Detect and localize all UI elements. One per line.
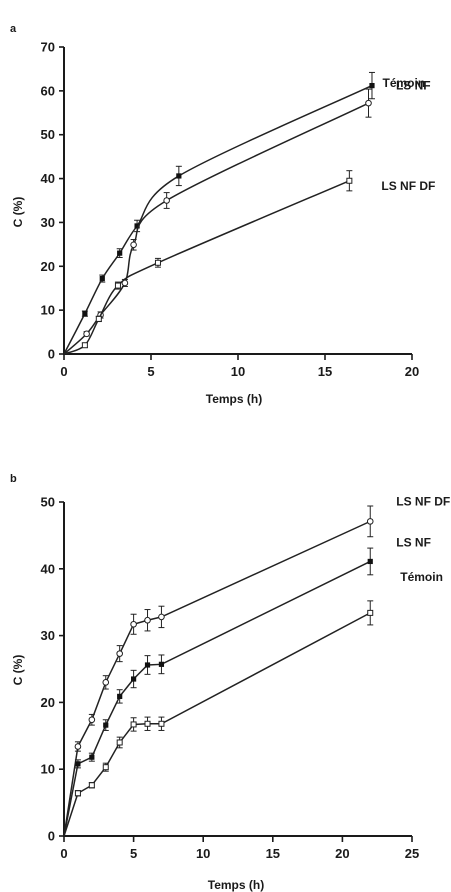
x-tick-label-b-15: 15 xyxy=(266,846,280,861)
data-point xyxy=(130,620,137,628)
x-tick-label-a-0: 0 xyxy=(60,364,67,379)
data-point xyxy=(114,282,121,289)
series-a-ls-nf: LS NF xyxy=(63,71,431,355)
y-tick-label-a-20: 20 xyxy=(41,259,55,274)
series-label-a-temoin: Témoin xyxy=(383,76,426,90)
series-label-a-ls-nf: LS NF xyxy=(396,79,431,93)
y-tick-label-a-0: 0 xyxy=(48,347,55,362)
series-line-a-ls-nf xyxy=(63,84,373,355)
series-b-ls-nf: LS NF xyxy=(63,535,431,837)
series-b-temoin: Témoin xyxy=(63,570,443,837)
data-point xyxy=(88,782,95,789)
data-point xyxy=(116,650,123,657)
x-tick-label-a-20: 20 xyxy=(405,364,419,379)
x-tick-label-a-10: 10 xyxy=(231,364,245,379)
data-point xyxy=(95,315,102,322)
chart-panel-b: b C (%) Temps (h) 0 10 20 30 40 50 0 5 10 15 20 25 L… xyxy=(10,473,450,892)
data-point xyxy=(75,761,81,767)
x-tick-label-b-20: 20 xyxy=(335,846,349,861)
data-point xyxy=(144,662,151,668)
x-tick-label-b-25: 25 xyxy=(405,846,419,861)
series-b-ls-nf-df: LS NF DF xyxy=(63,494,450,837)
series-label-b-ls-nf-df: LS NF DF xyxy=(396,494,450,508)
data-point xyxy=(365,99,372,107)
data-point xyxy=(158,720,165,727)
x-axis-title-b: Temps (h) xyxy=(208,878,264,892)
series-a-ls-nf-df: LS NF DF xyxy=(63,170,435,355)
data-point xyxy=(130,241,137,249)
y-tick-label-b-40: 40 xyxy=(41,561,55,576)
data-point xyxy=(369,82,375,89)
data-point xyxy=(81,342,88,349)
data-point xyxy=(117,250,123,256)
data-point xyxy=(144,720,151,727)
data-point xyxy=(154,259,161,266)
series-label-b-ls-nf: LS NF xyxy=(396,535,431,549)
series-a-temoin: Témoin xyxy=(63,76,426,355)
series-line-a-ls-nf-df xyxy=(63,180,350,355)
panel-label-b: b xyxy=(10,473,17,485)
series-line-b-ls-nf xyxy=(63,560,371,837)
series-label-b-temoin: Témoin xyxy=(400,570,443,584)
data-point xyxy=(158,613,165,621)
x-tick-label-b-10: 10 xyxy=(196,846,210,861)
chart-panel-a: a C (%) Temps (h) 0 10 20 30 40 50 60 70 0 5 10 15 2… xyxy=(10,23,435,406)
data-point xyxy=(82,311,88,317)
data-point xyxy=(144,616,151,624)
y-tick-label-b-50: 50 xyxy=(41,495,55,510)
data-point xyxy=(89,754,95,760)
data-point xyxy=(176,173,182,179)
data-point xyxy=(134,223,140,229)
data-point xyxy=(367,558,373,565)
x-tick-label-a-15: 15 xyxy=(318,364,332,379)
data-point xyxy=(103,722,109,728)
data-point xyxy=(130,721,137,728)
data-point xyxy=(366,518,374,525)
x-axis-title-a: Temps (h) xyxy=(206,392,262,406)
y-tick-label-a-30: 30 xyxy=(41,215,55,230)
data-point xyxy=(346,177,353,184)
y-tick-label-b-10: 10 xyxy=(41,762,55,777)
y-tick-label-a-10: 10 xyxy=(41,303,55,318)
data-point xyxy=(158,661,165,667)
data-point xyxy=(131,676,137,682)
data-point xyxy=(163,197,170,204)
data-point xyxy=(116,739,123,746)
data-point xyxy=(117,693,123,699)
y-tick-label-a-50: 50 xyxy=(41,127,55,142)
data-point xyxy=(74,743,82,750)
series-line-b-ls-nf-df xyxy=(63,520,371,837)
data-point xyxy=(83,330,90,338)
y-tick-label-a-40: 40 xyxy=(41,171,55,186)
x-tick-label-b-0: 0 xyxy=(60,846,67,861)
y-tick-label-b-30: 30 xyxy=(41,628,55,643)
x-tick-label-b-5: 5 xyxy=(130,846,137,861)
y-tick-label-a-60: 60 xyxy=(41,83,55,98)
data-point xyxy=(74,790,81,797)
y-axis-title-b: C (%) xyxy=(11,655,25,686)
data-point xyxy=(99,275,105,282)
y-tick-label-b-20: 20 xyxy=(41,695,55,710)
data-point xyxy=(102,679,110,686)
y-tick-label-a-70: 70 xyxy=(41,40,55,55)
data-point xyxy=(367,609,374,616)
y-tick-label-b-0: 0 xyxy=(48,829,55,844)
panel-label-a: a xyxy=(10,23,17,35)
data-point xyxy=(88,716,96,724)
series-label-a-ls-nf-df: LS NF DF xyxy=(381,179,435,193)
series-line-a-temoin xyxy=(63,102,369,355)
x-tick-label-a-5: 5 xyxy=(147,364,154,379)
y-axis-title-a: C (%) xyxy=(11,197,25,228)
data-point xyxy=(121,279,129,287)
data-point xyxy=(102,764,109,771)
series-line-b-temoin xyxy=(63,612,371,837)
